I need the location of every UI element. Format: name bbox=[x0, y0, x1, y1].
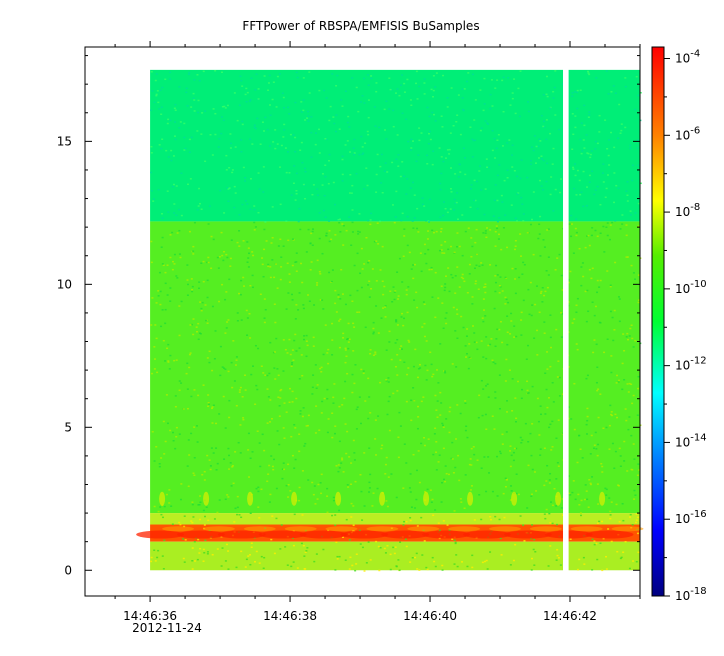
emission-band bbox=[136, 491, 644, 539]
x-tick-label-3: 14:46:42 bbox=[543, 609, 597, 623]
y-axis: 0 5 10 15 bbox=[57, 55, 640, 577]
x-tick-label-0: 14:46:36 bbox=[123, 609, 177, 623]
colorbar-tick-label-3: 10-10 bbox=[675, 279, 707, 296]
x-axis: 14:46:36 14:46:38 14:46:40 14:46:42 bbox=[114, 41, 641, 623]
chart-title: FFTPower of RBSPA/EMFISIS BuSamples bbox=[242, 19, 479, 33]
plot-frame bbox=[84, 46, 641, 597]
data-gap bbox=[563, 68, 569, 572]
colorbar-tick-label-1: 10-6 bbox=[675, 125, 700, 142]
colorbar: 10-4 10-6 10-8 10-10 10-12 10-14 10-16 10-18 bbox=[651, 46, 707, 603]
y-tick-label-3: 15 bbox=[57, 134, 72, 148]
y-tick-label-1: 5 bbox=[64, 420, 72, 434]
heatmap-area bbox=[136, 68, 644, 572]
y-tick-label-0: 0 bbox=[64, 563, 72, 577]
colorbar-tick-label-7: 10-18 bbox=[675, 586, 707, 603]
colorbar-tick-label-4: 10-12 bbox=[675, 356, 707, 373]
x-date-label: 2012-11-24 bbox=[132, 621, 202, 635]
colorbar-tick-label-2: 10-8 bbox=[675, 202, 700, 219]
heatmap-texture bbox=[150, 70, 642, 572]
x-tick-label-1: 14:46:38 bbox=[263, 609, 317, 623]
colorbar-gradient bbox=[651, 46, 665, 597]
x-tick-label-2: 14:46:40 bbox=[403, 609, 457, 623]
heatmap-region-2 bbox=[150, 513, 641, 525]
colorbar-tick-label-0: 10-4 bbox=[675, 49, 700, 66]
colorbar-tick-label-6: 10-16 bbox=[675, 509, 707, 526]
colorbar-tick-label-5: 10-14 bbox=[675, 432, 707, 449]
y-tick-label-2: 10 bbox=[57, 277, 72, 291]
heatmap-region-0 bbox=[150, 69, 641, 222]
